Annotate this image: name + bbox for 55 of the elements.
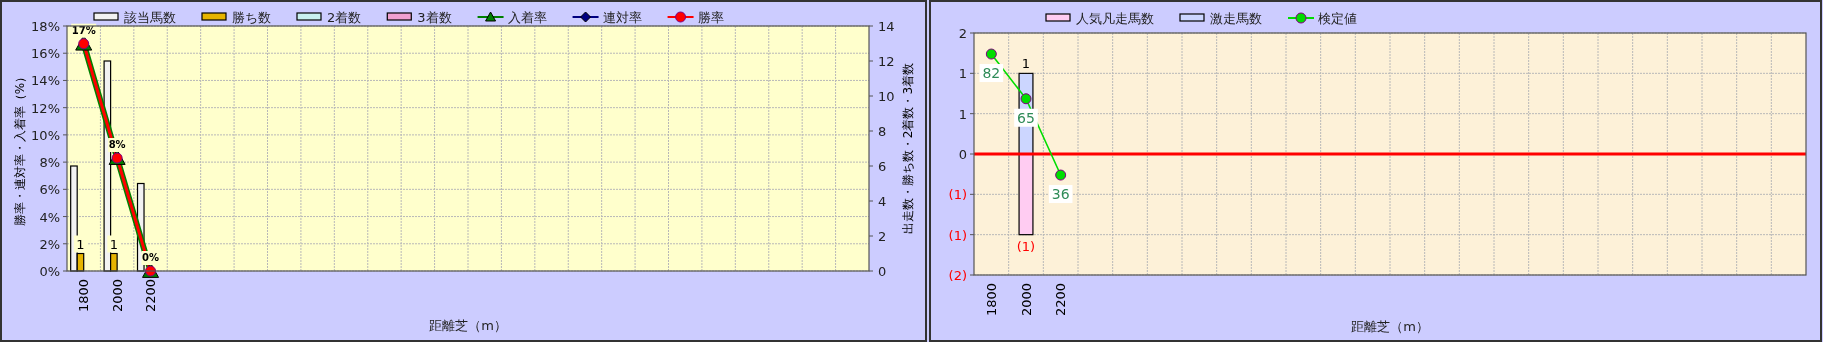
x-tick-label: 1800: [76, 279, 92, 313]
data-label: 82: [982, 65, 1001, 82]
legend-label: 検定値: [1318, 11, 1357, 26]
y-tick-label: 2: [958, 26, 967, 41]
data-label: 8%: [108, 139, 126, 151]
y-tick-label: 12%: [31, 100, 60, 116]
y2-tick-label: 4: [878, 194, 887, 209]
legend-label: 激走馬数: [1210, 11, 1262, 26]
y-tick-label: (1): [948, 187, 967, 203]
y2-tick-label: 2: [878, 229, 887, 244]
y2-tick-label: 10: [878, 89, 895, 104]
y-tick-label: 0: [958, 147, 967, 162]
x-tick-label: 1800: [983, 283, 999, 317]
legend-label: 該当馬数: [124, 10, 176, 25]
data-label: 36: [1051, 186, 1070, 203]
y-tick-label: 10%: [31, 127, 60, 143]
y2-tick-label: 6: [878, 159, 887, 174]
y-tick-label: 6%: [39, 182, 60, 198]
y-axis-title: 勝率・連対率・入着率（%）: [13, 70, 27, 227]
x-tick-label: 2200: [143, 279, 159, 313]
y-tick-label: 1: [958, 66, 967, 82]
y-tick-label: 16%: [31, 46, 60, 62]
y-tick-label: 18%: [31, 19, 60, 34]
y-tick-label: 2%: [39, 236, 60, 252]
legend-label: 2着数: [327, 10, 362, 25]
data-label: 1: [76, 236, 85, 252]
y-tick-label: 8%: [39, 155, 60, 171]
y2-tick-label: 14: [878, 19, 895, 34]
x-tick-label: 2200: [1053, 283, 1069, 317]
y-tick-label: (1): [948, 227, 967, 243]
data-label: 1: [109, 236, 119, 252]
data-label: 17%: [71, 24, 96, 36]
legend-label: 人気凡走馬数: [1076, 11, 1154, 26]
data-label: (1): [1016, 238, 1036, 254]
legend-label: 連対率: [602, 10, 642, 25]
y-tick-label: 4%: [39, 209, 60, 225]
y2-axis-title: 出走数・勝ち数・2着数・3着数: [901, 62, 915, 235]
data-label: 0%: [142, 252, 160, 263]
y-tick-label: (2): [948, 268, 967, 283]
y-tick-label: 0%: [39, 264, 60, 279]
legend-label: 入着率: [507, 10, 547, 25]
legend-label: 勝ち数: [232, 10, 271, 25]
y-tick-label: 1: [958, 106, 967, 122]
legend-label: 3着数: [417, 10, 452, 25]
y2-tick-label: 8: [878, 124, 887, 139]
y2-tick-label: 12: [878, 54, 895, 69]
legend-label: 勝率: [697, 10, 724, 25]
x-tick-label: 2000: [109, 279, 125, 313]
y-tick-label: 14%: [31, 73, 60, 89]
x-axis-title: 距離芝（m）: [1351, 319, 1429, 334]
data-label: 1: [1021, 56, 1031, 72]
data-label: 65: [1017, 109, 1035, 126]
y2-tick-label: 0: [878, 264, 887, 279]
x-axis-title: 距離芝（m）: [429, 318, 507, 333]
x-tick-label: 2000: [1018, 283, 1034, 317]
